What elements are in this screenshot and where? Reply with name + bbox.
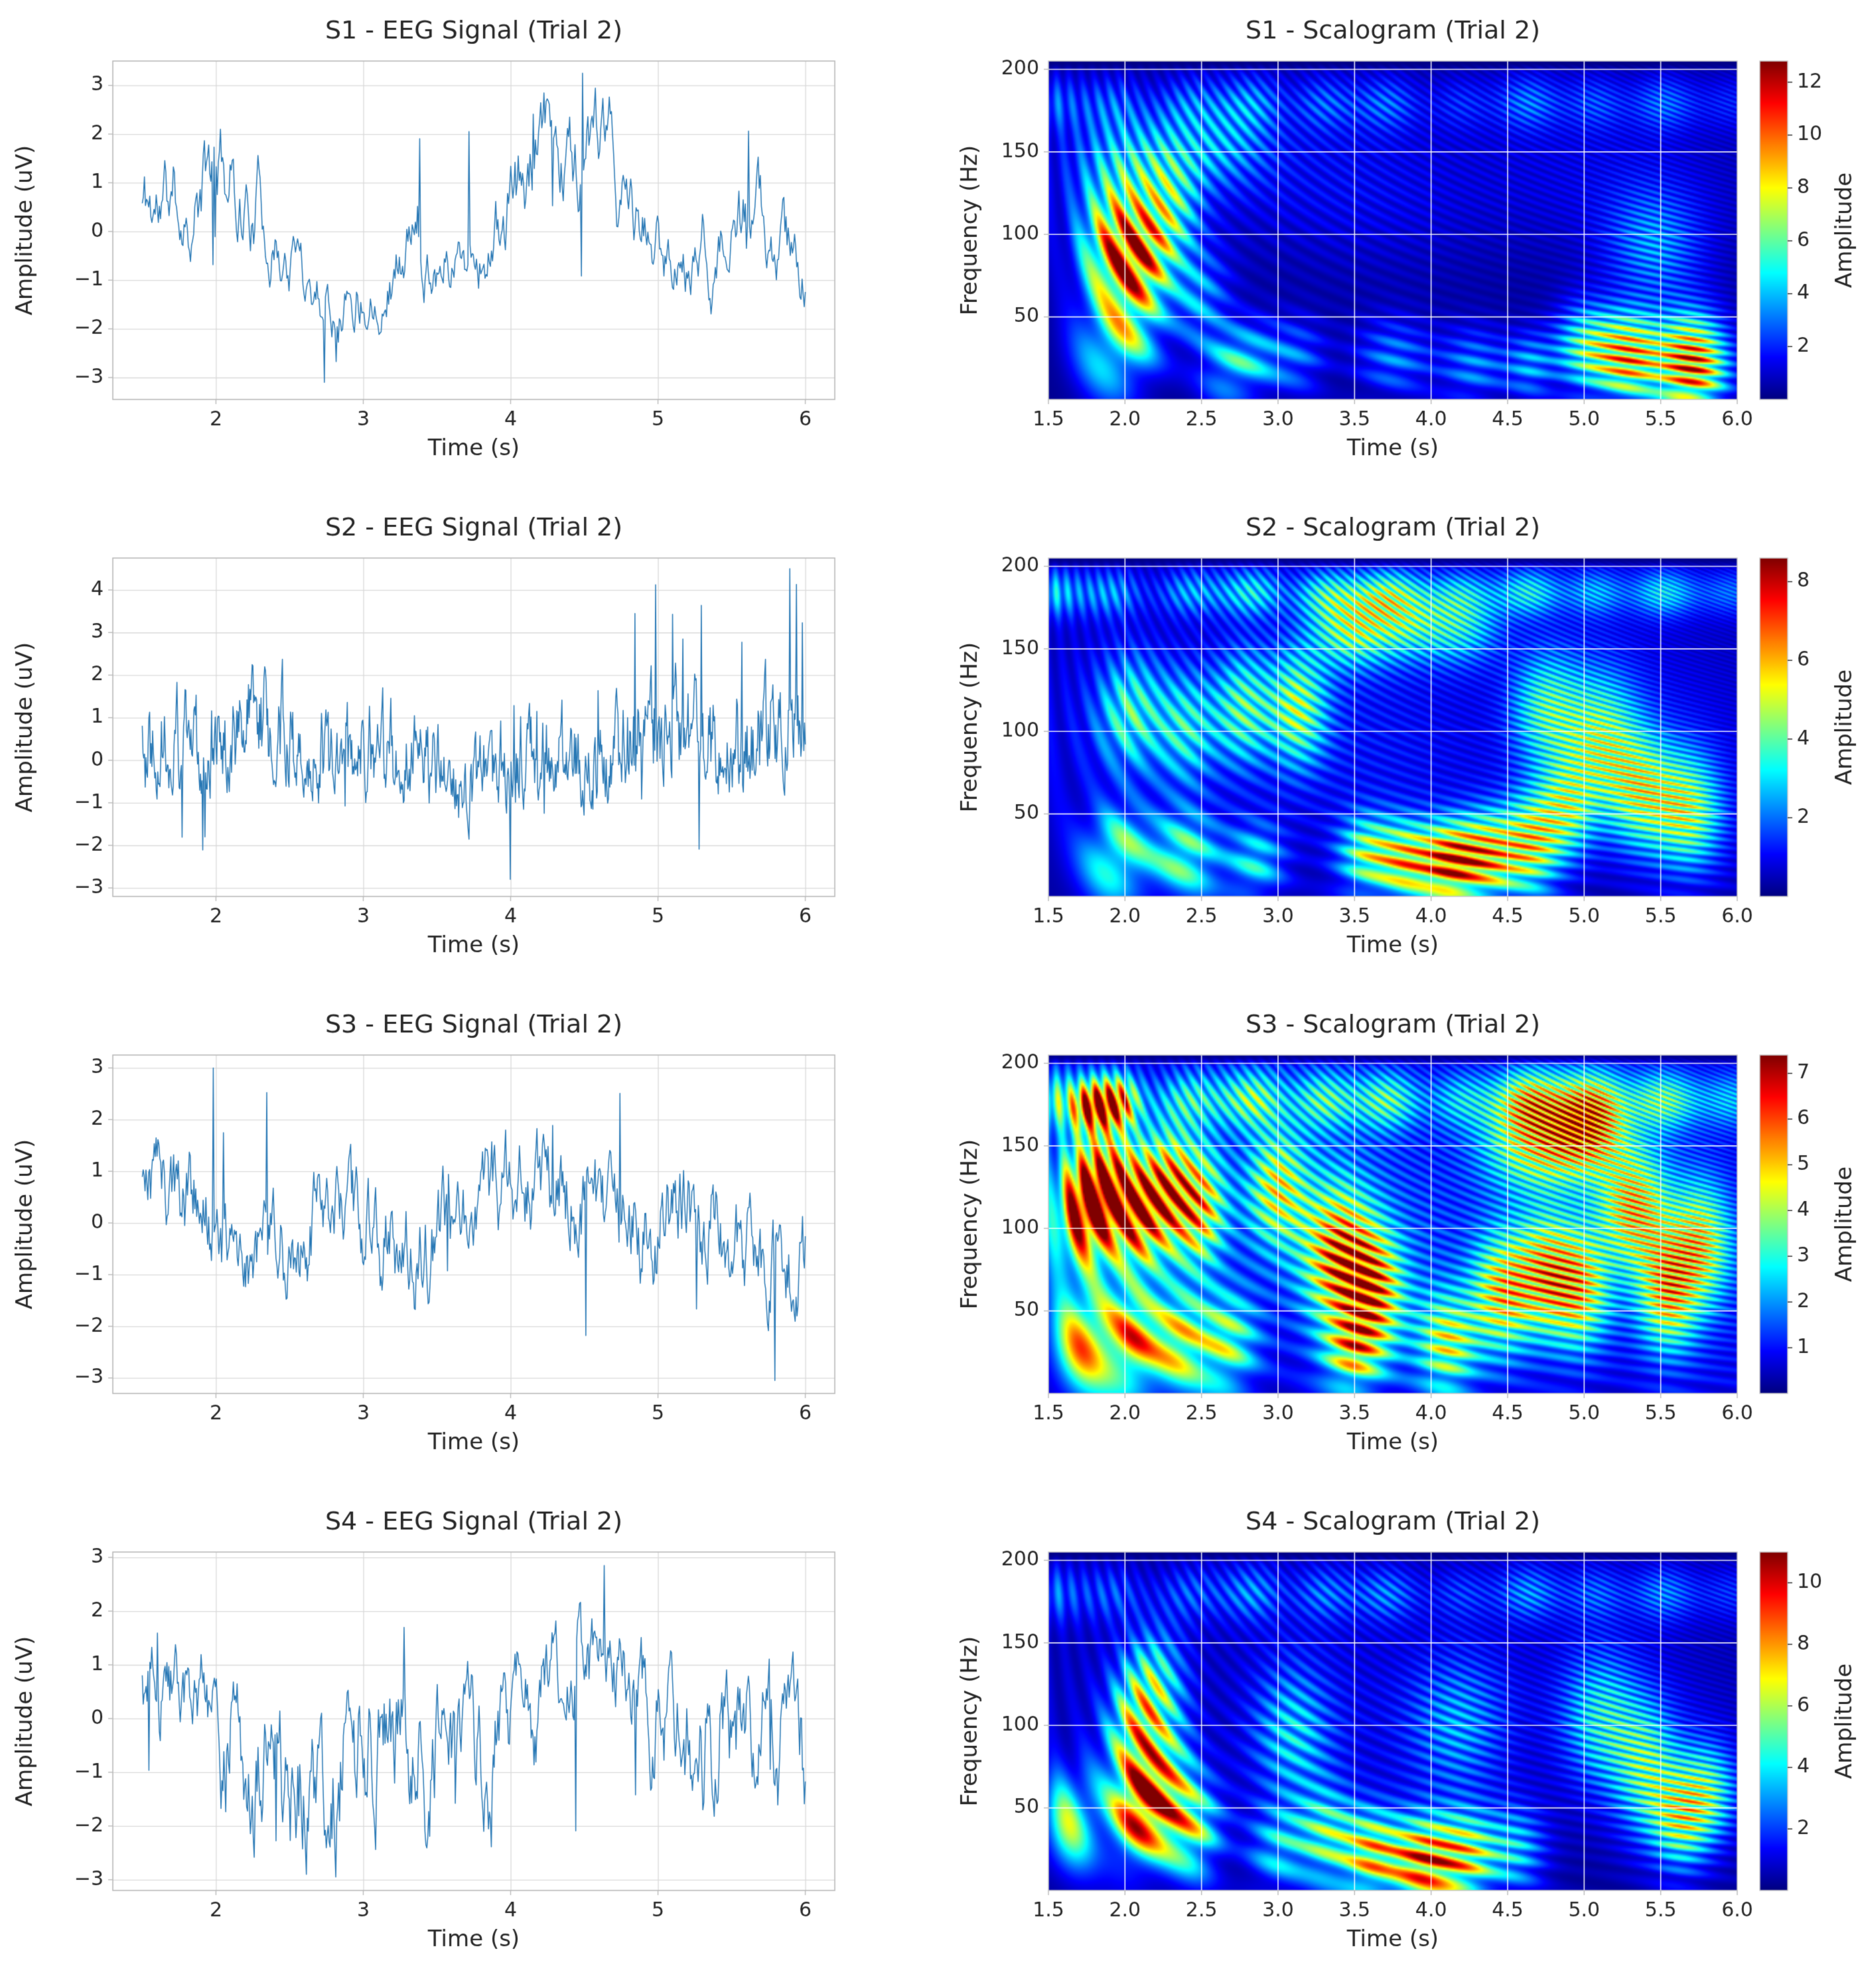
- s2-eeg-signal-chart: [0, 497, 929, 994]
- s1-scalogram-chart: [929, 0, 1858, 497]
- s4-eeg-signal-chart: [0, 1491, 929, 1988]
- s4-scalogram-chart: [929, 1491, 1858, 1988]
- s1-eeg-signal-chart: [0, 0, 929, 497]
- s3-scalogram-chart: [929, 994, 1858, 1491]
- s3-eeg-signal-chart: [0, 994, 929, 1491]
- s2-scalogram-chart: [929, 497, 1858, 994]
